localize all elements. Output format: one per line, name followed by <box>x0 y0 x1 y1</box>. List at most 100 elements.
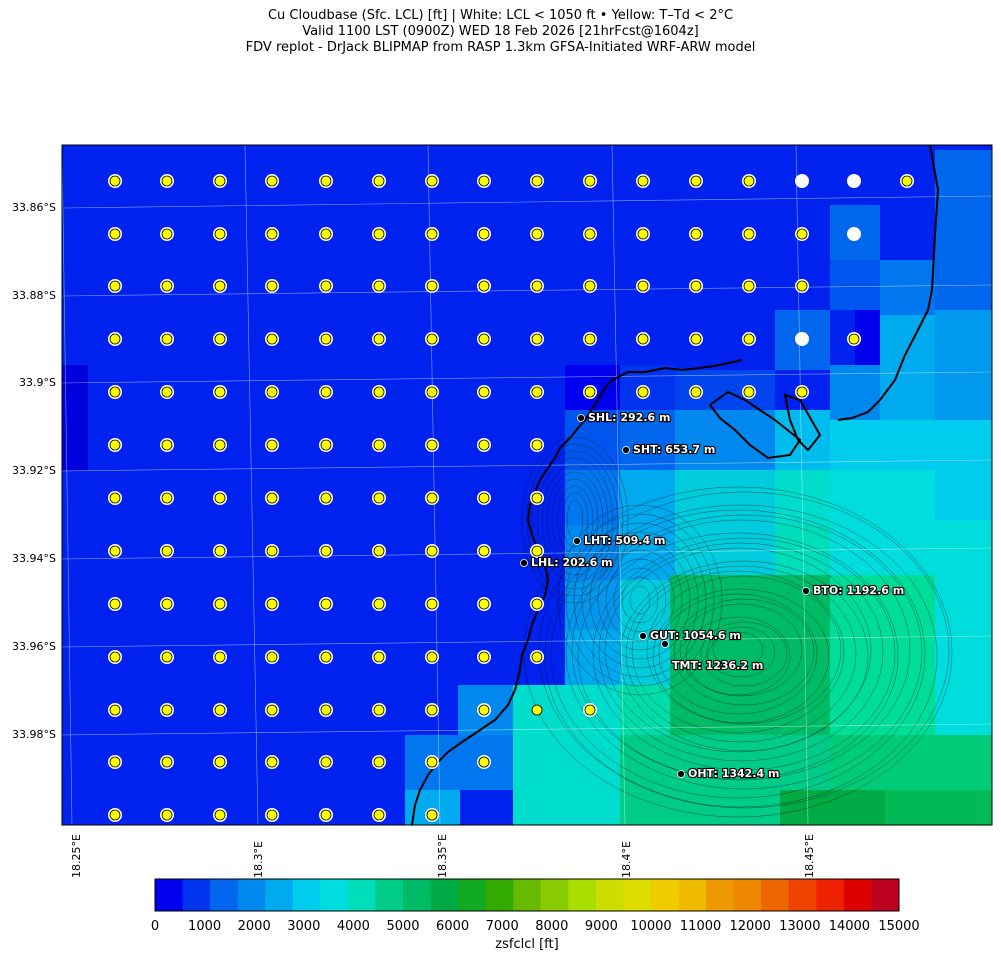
yellow-marker <box>266 333 278 345</box>
yellow-marker <box>266 228 278 240</box>
yellow-marker <box>320 598 332 610</box>
graticule-latitude-line <box>62 459 992 472</box>
yellow-marker <box>214 333 226 345</box>
contour-line <box>625 565 857 743</box>
grid-cell <box>513 735 620 825</box>
yellow-marker <box>109 175 121 187</box>
contour-line <box>536 457 614 583</box>
yellow-marker <box>161 333 173 345</box>
grid-cell <box>675 410 775 470</box>
longitude-label: 18.45°E <box>803 834 816 878</box>
colorbar-segment <box>623 879 652 911</box>
grid-cell <box>935 520 992 735</box>
colorbar-segment <box>430 879 459 911</box>
colorbar-tick-label: 13000 <box>779 919 821 934</box>
yellow-marker <box>320 333 332 345</box>
latitude-label: 33.86°S <box>12 201 56 214</box>
white-marker <box>847 227 861 241</box>
colorbar-frame <box>154 878 900 912</box>
grid-cell <box>880 790 992 825</box>
yellow-marker <box>743 280 755 292</box>
colorbar-segment <box>485 879 514 911</box>
graticule-latitude-line <box>62 723 992 736</box>
yellow-marker <box>266 280 278 292</box>
colorbar-segment <box>706 879 735 911</box>
yellow-marker <box>109 492 121 504</box>
yellow-marker <box>373 333 385 345</box>
yellow-marker <box>584 704 596 716</box>
contour-line <box>581 531 699 669</box>
colorbar-tick-label: 3000 <box>287 919 321 934</box>
yellow-marker <box>637 386 649 398</box>
grid-cell <box>830 420 940 470</box>
yellow-marker <box>161 439 173 451</box>
contour-line <box>621 576 659 624</box>
yellow-marker <box>214 439 226 451</box>
colorbar-segment <box>292 879 321 911</box>
contour-line <box>556 485 594 555</box>
yellow-marker <box>109 333 121 345</box>
colorbar-segment <box>375 879 404 911</box>
yellow-marker <box>320 809 332 821</box>
yellow-marker <box>584 228 596 240</box>
yellow-marker <box>478 175 490 187</box>
yellow-marker <box>320 280 332 292</box>
yellow-marker <box>214 704 226 716</box>
yellow-marker <box>690 386 702 398</box>
yellow-marker <box>584 280 596 292</box>
yellow-marker <box>531 545 543 557</box>
yellow-marker <box>214 756 226 768</box>
yellow-marker <box>478 386 490 398</box>
colorbar-tick-label: 11000 <box>679 919 722 934</box>
grid-markers <box>108 174 914 822</box>
contour-line <box>550 509 926 799</box>
longitude-label: 18.35°E <box>436 834 449 878</box>
colorbar-segment <box>733 879 762 911</box>
grid-cell <box>513 685 620 735</box>
harbour-outline <box>708 390 822 460</box>
yellow-marker <box>266 386 278 398</box>
yellow-marker <box>109 651 121 663</box>
yellow-marker <box>796 386 808 398</box>
yellow-marker <box>426 175 438 187</box>
longitude-label: 18.4°E <box>620 841 633 878</box>
yellow-marker <box>531 333 543 345</box>
yellow-marker <box>637 175 649 187</box>
yellow-marker <box>161 228 173 240</box>
yellow-marker <box>426 228 438 240</box>
contour-line <box>546 471 604 569</box>
yellow-marker <box>584 333 596 345</box>
contour-line <box>597 549 683 651</box>
yellow-marker <box>109 386 121 398</box>
yellow-marker <box>161 492 173 504</box>
yellow-marker <box>584 386 596 398</box>
colorbar-segment <box>320 879 349 911</box>
stations: SHL: 292.6 m SHT: 653.7 m LHT: 509.4 m LHL:… <box>520 410 905 781</box>
yellow-marker <box>214 809 226 821</box>
grid-cell <box>880 260 940 315</box>
yellow-marker <box>531 280 543 292</box>
grid-cell <box>830 365 880 420</box>
contour-line <box>605 558 675 642</box>
yellow-marker <box>373 439 385 451</box>
yellow-marker <box>266 598 278 610</box>
yellow-marker <box>266 756 278 768</box>
yellow-marker <box>637 228 649 240</box>
contour-line <box>565 514 923 790</box>
grid-cell <box>830 260 880 310</box>
yellow-marker <box>531 386 543 398</box>
yellow-marker <box>426 651 438 663</box>
station-dot <box>520 559 528 567</box>
graticule-longitude-line <box>62 145 73 825</box>
yellow-marker <box>478 280 490 292</box>
yellow-marker <box>796 228 808 240</box>
contour-line <box>571 519 911 781</box>
yellow-marker <box>320 439 332 451</box>
yellow-marker <box>266 492 278 504</box>
colorbar-segment <box>155 879 184 911</box>
colorbar-segment <box>843 879 872 911</box>
yellow-marker <box>373 492 385 504</box>
station-label: OHT: 1342.4 m <box>688 767 779 780</box>
station-dot <box>661 640 669 648</box>
yellow-marker <box>161 809 173 821</box>
